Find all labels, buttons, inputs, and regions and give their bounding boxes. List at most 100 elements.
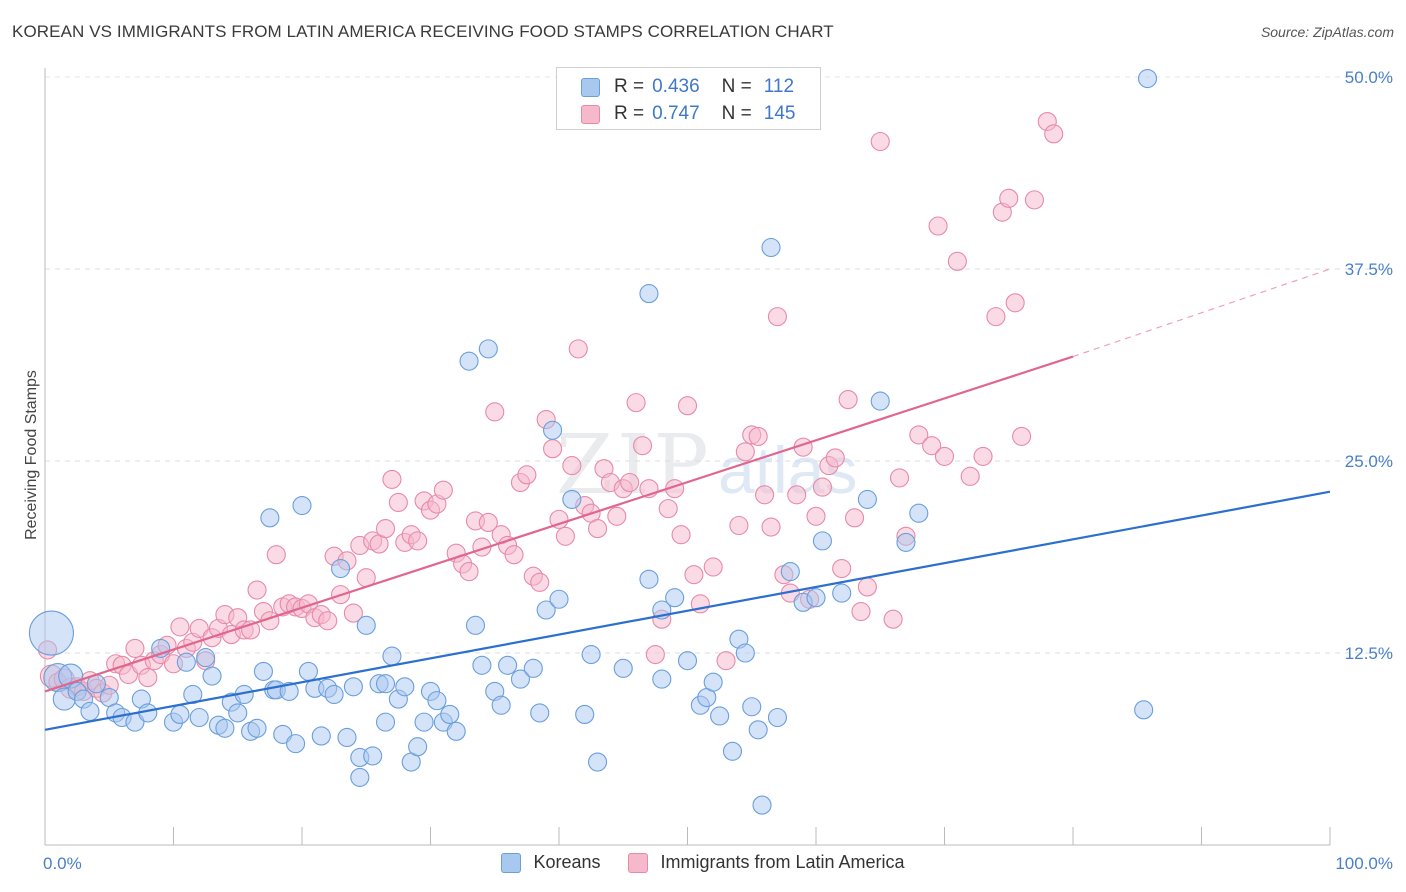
latin-america-point bbox=[934, 446, 955, 466]
legend-swatch-koreans bbox=[581, 77, 600, 97]
latin-america-point bbox=[408, 531, 428, 551]
korean-point bbox=[722, 741, 743, 761]
latin-america-point bbox=[870, 131, 890, 152]
legend-label-koreans: Koreans bbox=[533, 852, 601, 872]
korean-point bbox=[613, 658, 633, 678]
latin-america-point bbox=[543, 439, 563, 459]
korean-point bbox=[324, 684, 344, 705]
korean-point bbox=[491, 695, 511, 715]
korean-point bbox=[1137, 68, 1158, 89]
latin-america-point bbox=[382, 469, 402, 489]
correlation-legend: R = 0.436 N = 112 R = 0.747 N = 145 bbox=[556, 67, 821, 130]
legend-n-label: N = bbox=[721, 76, 752, 97]
latin-america-point bbox=[851, 601, 871, 622]
latin-america-point bbox=[549, 509, 569, 529]
korean-point bbox=[414, 712, 434, 732]
korean-point bbox=[742, 697, 762, 717]
y-tick-label: 12.5% bbox=[1345, 644, 1393, 663]
korean-point bbox=[465, 615, 486, 635]
korean-point bbox=[587, 752, 608, 772]
korean-point bbox=[253, 661, 274, 681]
latin-america-point bbox=[787, 485, 807, 505]
korean-point bbox=[536, 600, 556, 620]
korean-point bbox=[343, 677, 363, 697]
latin-america-point bbox=[889, 468, 910, 488]
legend-r-label: R = bbox=[614, 76, 645, 97]
latin-america-point bbox=[138, 668, 158, 688]
y-tick-label: 37.5% bbox=[1345, 260, 1393, 279]
korean-point bbox=[870, 391, 890, 411]
korean-point bbox=[472, 655, 492, 675]
korean-point bbox=[1134, 700, 1154, 720]
legend-swatch-latin-america bbox=[628, 852, 649, 873]
latin-america-trend-line bbox=[44, 355, 1074, 693]
korean-point bbox=[710, 706, 730, 726]
korean-point bbox=[761, 237, 781, 258]
korean-point bbox=[446, 721, 466, 741]
legend-item-latin-america[interactable]: Immigrants from Latin America bbox=[628, 852, 905, 873]
korean-point bbox=[196, 648, 216, 668]
chart-title: KOREAN VS IMMIGRANTS FROM LATIN AMERICA … bbox=[12, 22, 834, 41]
latin-america-point bbox=[658, 499, 678, 519]
korean-point bbox=[748, 720, 768, 740]
latin-america-point bbox=[928, 216, 948, 236]
series-latin-america-points bbox=[38, 111, 1064, 703]
korean-point bbox=[337, 727, 357, 748]
korean-point bbox=[498, 655, 518, 675]
latin-america-point bbox=[1005, 293, 1025, 313]
korean-point bbox=[909, 503, 929, 523]
latin-america-point bbox=[960, 466, 980, 486]
korean-point bbox=[228, 703, 248, 723]
korean-point bbox=[408, 737, 428, 757]
legend-n-value: 145 bbox=[763, 103, 796, 124]
korean-point bbox=[286, 734, 306, 754]
latin-america-point bbox=[118, 664, 139, 685]
korean-point bbox=[665, 588, 685, 608]
latin-america-point bbox=[568, 339, 588, 359]
axes bbox=[44, 68, 1331, 846]
latin-america-point bbox=[607, 506, 627, 526]
korean-point bbox=[581, 644, 601, 665]
legend-row-latin-america: R = 0.747 N = 145 bbox=[581, 102, 795, 126]
legend-r-value: 0.747 bbox=[652, 103, 700, 124]
korean-point bbox=[356, 615, 376, 635]
latin-america-point bbox=[555, 526, 575, 546]
latin-america-point bbox=[684, 565, 704, 585]
latin-america-point bbox=[375, 519, 396, 539]
legend-label-latin-america: Immigrants from Latin America bbox=[660, 852, 905, 872]
korean-point bbox=[530, 703, 550, 723]
latin-america-point bbox=[883, 609, 903, 629]
latin-america-point bbox=[318, 611, 338, 631]
series-koreans-points bbox=[28, 68, 1158, 815]
latin-america-point bbox=[735, 442, 755, 462]
latin-america-point bbox=[478, 512, 498, 532]
korean-point bbox=[767, 707, 788, 728]
korean-point bbox=[292, 495, 312, 516]
latin-america-point bbox=[832, 558, 852, 579]
korean-point bbox=[523, 658, 543, 678]
korean-point bbox=[395, 677, 415, 697]
latin-america-point bbox=[1044, 124, 1064, 144]
korean-point bbox=[896, 532, 916, 552]
latin-america-point bbox=[748, 426, 768, 446]
korean-point bbox=[549, 589, 569, 609]
legend-swatch-latin-america bbox=[581, 104, 600, 124]
latin-america-point bbox=[388, 492, 408, 513]
latin-america-point bbox=[517, 465, 537, 485]
korean-point bbox=[703, 672, 723, 692]
legend-row-koreans: R = 0.436 N = 112 bbox=[581, 75, 794, 99]
latin-america-point bbox=[170, 617, 190, 637]
korean-point bbox=[260, 508, 280, 528]
latin-america-point bbox=[767, 307, 788, 327]
koreans-trend-line bbox=[44, 490, 1331, 731]
latin-america-point bbox=[1024, 190, 1044, 210]
legend-item-koreans[interactable]: Koreans bbox=[501, 852, 600, 873]
series-legend: Koreans Immigrants from Latin America bbox=[0, 852, 1406, 873]
latin-america-point bbox=[626, 393, 646, 413]
korean-point bbox=[752, 795, 772, 815]
latin-america-point bbox=[922, 436, 942, 456]
latin-america-point bbox=[459, 562, 479, 582]
korean-point bbox=[780, 562, 800, 582]
latin-america-point bbox=[844, 508, 865, 528]
